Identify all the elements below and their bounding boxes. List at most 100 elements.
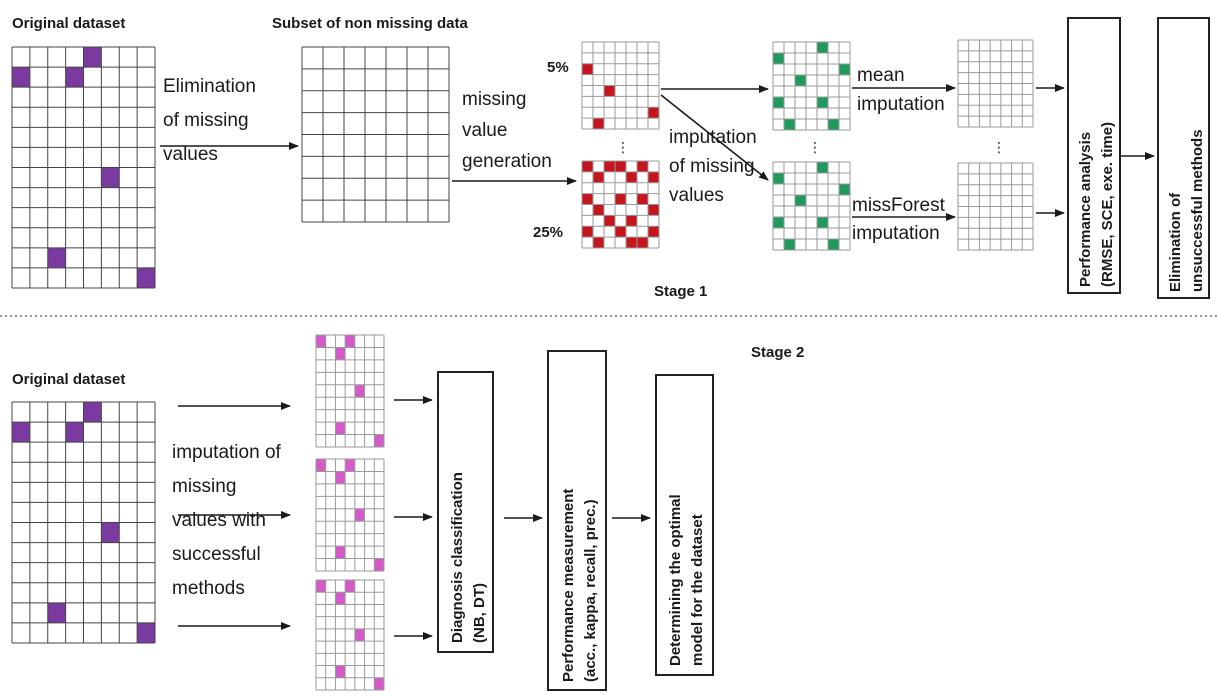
ellipsis-red: ⋮ bbox=[616, 139, 630, 155]
missing-cell bbox=[795, 195, 806, 206]
imputation-of-missing-values-text: imputation of missing values bbox=[669, 127, 757, 206]
missing-cell bbox=[354, 384, 365, 398]
pink-grid-top bbox=[315, 334, 385, 448]
performance-analysis-box bbox=[1067, 17, 1121, 294]
ellipsis-green: ⋮ bbox=[808, 139, 822, 155]
missing-cell bbox=[582, 193, 593, 205]
stage1-original-dataset-label: Original dataset bbox=[12, 15, 125, 32]
elimination-methods-text: Elimination of unsuccessful methods bbox=[1167, 129, 1206, 292]
missing-cell bbox=[626, 237, 637, 248]
missing-cell bbox=[374, 558, 384, 571]
missing-cell bbox=[12, 67, 30, 88]
diagnosis-classification-box bbox=[437, 371, 494, 653]
missing-cell bbox=[12, 422, 30, 443]
missing-cell bbox=[839, 64, 850, 75]
missing-cell bbox=[47, 247, 66, 268]
performance-analysis-text: Performance analysis (RMSE, SCE, exe. tim… bbox=[1077, 122, 1116, 287]
missing-cell bbox=[101, 167, 120, 188]
missing-cell bbox=[582, 226, 593, 238]
missing-cell bbox=[335, 471, 346, 484]
missing-cell bbox=[335, 347, 346, 360]
missing-cell bbox=[817, 217, 828, 228]
missing-cell bbox=[137, 622, 155, 643]
pct-25-label: 25% bbox=[533, 224, 563, 241]
missing-cell bbox=[374, 434, 384, 447]
green-bottom-grid bbox=[772, 161, 851, 251]
missing-cell bbox=[345, 580, 355, 593]
missing-cell bbox=[773, 97, 784, 108]
missing-cell bbox=[83, 402, 102, 423]
missing-cell bbox=[335, 546, 346, 559]
missing-cell bbox=[817, 97, 828, 108]
missing-cell bbox=[637, 161, 648, 172]
elimination-methods-box bbox=[1157, 17, 1210, 299]
missing-cell bbox=[582, 161, 593, 172]
stage1-label: Stage 1 bbox=[654, 283, 707, 300]
missing-cell bbox=[335, 592, 346, 605]
pink-grid-middle bbox=[315, 458, 385, 572]
missing-cell bbox=[648, 107, 659, 119]
optimal-model-box bbox=[655, 374, 714, 676]
missing-cell bbox=[828, 239, 839, 250]
missing-cell bbox=[316, 459, 326, 472]
missing-cell bbox=[604, 85, 615, 97]
performance-measurement-box bbox=[547, 350, 607, 691]
missing-cell bbox=[615, 161, 626, 172]
missing-cell bbox=[784, 239, 795, 250]
missing-cell bbox=[626, 215, 637, 227]
stage1-original-dataset-grid bbox=[11, 46, 156, 289]
stage2-original-dataset-label: Original dataset bbox=[12, 371, 125, 388]
imputation-with-successful-methods-text: imputation of missing values with successfu… bbox=[172, 442, 282, 599]
mean-imputation-text: mean imputation bbox=[857, 65, 945, 115]
missing-cell bbox=[784, 119, 795, 130]
missing-cell bbox=[626, 171, 637, 183]
missing-cell bbox=[354, 508, 365, 522]
missing-cell bbox=[316, 580, 326, 593]
stage2-original-dataset-grid bbox=[11, 401, 156, 644]
missforest-imputation-text: missForest imputation bbox=[852, 195, 946, 244]
missing-cell bbox=[65, 67, 84, 88]
red-5pct-grid bbox=[581, 41, 660, 130]
ellipsis-result: ⋮ bbox=[992, 139, 1006, 155]
performance-measurement-text: Performance measurement (acc., kappa, rec… bbox=[560, 489, 599, 682]
missing-cell bbox=[773, 173, 784, 184]
missing-cell bbox=[828, 119, 839, 130]
arrow-to-green-bottom bbox=[660, 94, 769, 181]
green-top-grid bbox=[772, 41, 851, 131]
missing-cell bbox=[593, 237, 604, 248]
missing-value-generation-text: missing value generation bbox=[462, 89, 552, 172]
elimination-of-missing-values-text: Elimination of missing values bbox=[163, 76, 256, 165]
subset-non-missing-grid bbox=[301, 46, 450, 223]
result-bottom-grid bbox=[957, 162, 1034, 251]
pct-5-label: 5% bbox=[547, 59, 569, 76]
missing-cell bbox=[648, 171, 659, 183]
missing-cell bbox=[65, 422, 84, 443]
red-25pct-grid bbox=[581, 160, 660, 249]
missing-cell bbox=[335, 665, 346, 678]
missing-cell bbox=[47, 602, 66, 623]
missing-cell bbox=[817, 42, 828, 53]
missing-cell bbox=[795, 75, 806, 86]
missing-cell bbox=[593, 204, 604, 216]
stage2-label: Stage 2 bbox=[751, 344, 804, 361]
diagnosis-classification-text: Diagnosis classification (NB, DT) bbox=[449, 472, 488, 643]
missing-cell bbox=[316, 335, 326, 348]
pink-grid-bottom bbox=[315, 579, 385, 691]
missing-cell bbox=[615, 226, 626, 238]
missing-cell bbox=[374, 677, 384, 690]
missing-cell bbox=[648, 204, 659, 216]
optimal-model-text: Determining the optimal model for the dat… bbox=[667, 494, 706, 666]
missing-cell bbox=[101, 522, 120, 543]
missing-cell bbox=[83, 47, 102, 68]
missing-cell bbox=[615, 193, 626, 205]
missing-cell bbox=[582, 63, 593, 75]
missing-cell bbox=[345, 335, 355, 348]
stage1-subset-label: Subset of non missing data bbox=[272, 15, 469, 32]
missing-cell bbox=[345, 459, 355, 472]
missing-cell bbox=[648, 226, 659, 238]
missing-cell bbox=[137, 267, 155, 288]
missing-cell bbox=[335, 422, 346, 435]
missing-cell bbox=[817, 162, 828, 173]
missing-cell bbox=[773, 53, 784, 64]
missing-cell bbox=[604, 215, 615, 227]
